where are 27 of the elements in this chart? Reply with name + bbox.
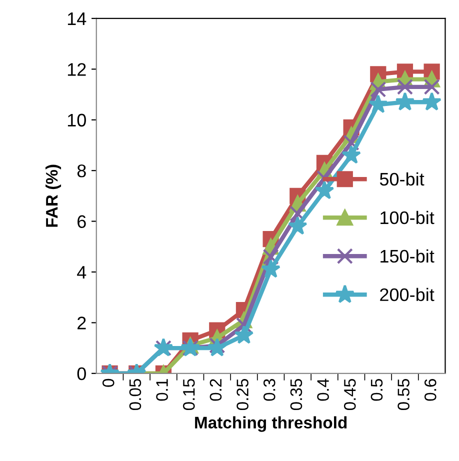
x-tick-label: 0.45: [344, 378, 356, 410]
y-tick-label: 0: [77, 367, 86, 380]
x-axis-title: Matching threshold: [195, 416, 347, 432]
x-tick-label: 0: [102, 378, 114, 387]
y-tick-label: 6: [78, 215, 86, 228]
legend-label: 100-bit: [380, 210, 434, 224]
legend-label: 50-bit: [380, 172, 424, 186]
x-tick-label: 0.2: [210, 379, 222, 401]
x-tick-label: 0.3: [263, 379, 276, 401]
y-tick-label: 14: [68, 12, 86, 25]
x-tick-label: 0.55: [398, 378, 410, 410]
x-tick-label: 0.25: [236, 378, 248, 410]
y-tick-label: 10: [68, 114, 86, 127]
x-tick-label: 0.6: [424, 379, 436, 401]
legend-label: 200-bit: [380, 288, 434, 302]
x-tick-label: 0.15: [182, 378, 195, 410]
x-tick-label: 0.4: [317, 378, 329, 401]
x-tick-label: 0.35: [290, 378, 302, 410]
x-tick-label: 0.05: [129, 378, 142, 410]
x-tick-label: 0.5: [370, 378, 383, 401]
y-axis-title: FAR (%): [45, 164, 62, 227]
y-tick-label: 2: [78, 316, 86, 330]
y-tick-label: 8: [77, 164, 86, 178]
y-tick-label: 4: [77, 266, 86, 279]
legend-label: 150-bit: [380, 249, 434, 263]
x-tick-label: 0.1: [156, 379, 168, 401]
y-tick-label: 12: [68, 63, 86, 76]
